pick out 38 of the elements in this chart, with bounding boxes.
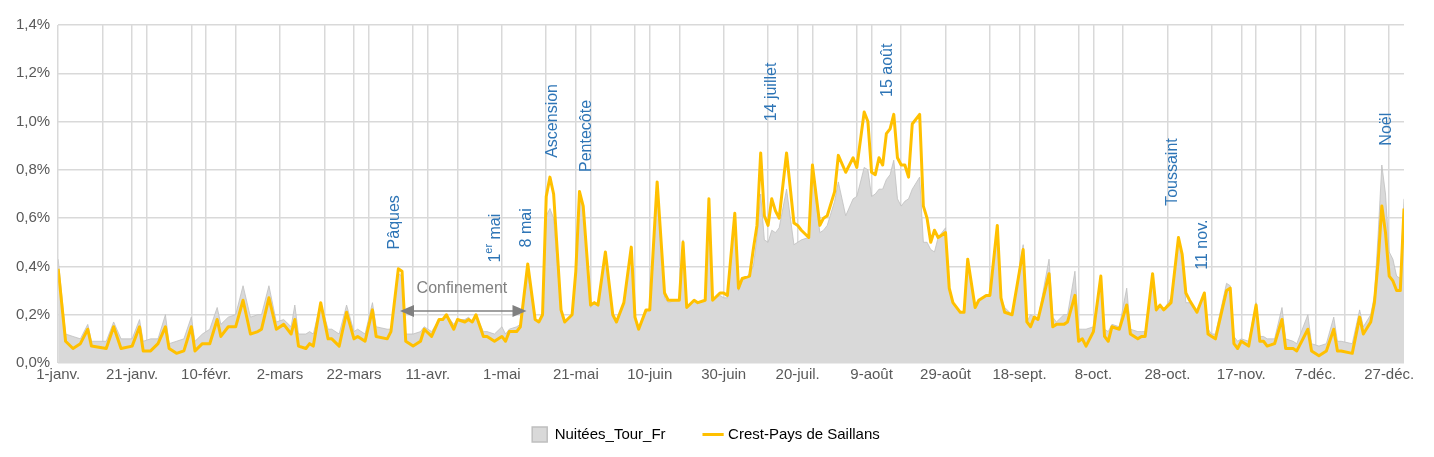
annotation: Noël [1376, 112, 1394, 146]
legend-label: Nuitées_Tour_Fr [554, 424, 666, 442]
x-tick-label: 28-oct. [1144, 365, 1191, 383]
x-tick-label: 2-mars [256, 365, 304, 383]
x-tick-label: 10-févr. [181, 365, 232, 383]
x-tick-label: 18-sept. [992, 365, 1047, 383]
y-tick-label: 1,4% [15, 15, 51, 33]
y-tick-label: 0,6% [15, 208, 51, 226]
y-tick-label: 0,4% [15, 256, 51, 274]
annotation: 11 nov. [1192, 219, 1210, 270]
x-tick-label: 8-oct. [1074, 365, 1113, 383]
x-tick-label: 20-juil. [775, 365, 820, 383]
annotation: 14 juillet [761, 62, 779, 122]
annotation: Confinement [416, 279, 508, 297]
x-tick-label: 29-août [920, 365, 972, 383]
y-tick-label: 1,2% [15, 63, 51, 81]
annotation: Pentecôte [577, 99, 595, 173]
x-tick-label: 7-déc. [1294, 365, 1337, 383]
x-tick-label: 1-mai [483, 365, 521, 383]
y-tick-label: 0,8% [15, 160, 51, 177]
y-tick-label: 0,2% [15, 304, 51, 322]
x-tick-label: 17-nov. [1216, 365, 1266, 383]
annotation: 15 août [877, 43, 895, 97]
x-tick-label: 9-août [850, 365, 894, 383]
annotation: 8 mai [516, 208, 534, 248]
x-tick-label: 27-déc. [1364, 365, 1415, 383]
annotation: 1er mai [481, 213, 503, 263]
legend-label: Crest-Pays de Saillans [728, 424, 880, 442]
x-tick-label: 21-mai [552, 365, 599, 383]
annotation: Pâques [385, 195, 403, 250]
y-tick-label: 1,0% [15, 111, 51, 129]
x-tick-label: 21-janv. [106, 365, 159, 383]
annotation: Toussaint [1162, 137, 1180, 206]
x-tick-label: 22-mars [326, 365, 382, 383]
x-tick-label: 30-juin [701, 365, 747, 383]
x-tick-label: 11-avr. [405, 365, 451, 383]
x-tick-label: 10-juin [627, 365, 673, 383]
annotation: Ascension [542, 84, 560, 158]
